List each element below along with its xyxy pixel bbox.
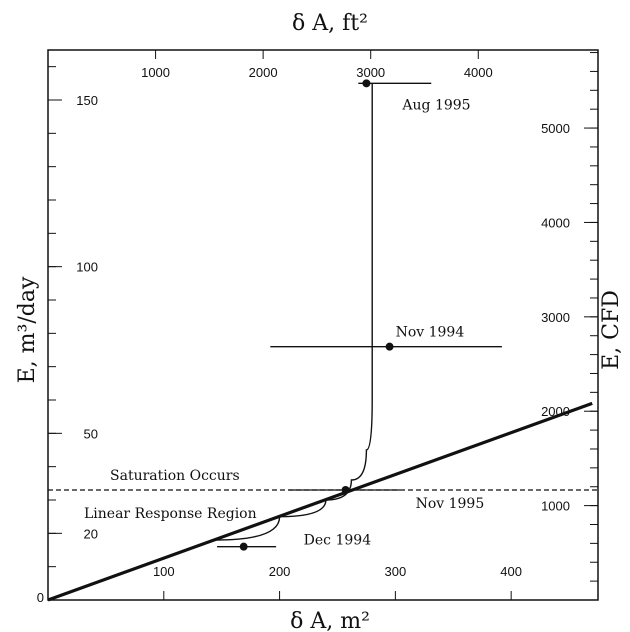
right-tick-label: 3000 — [541, 310, 570, 325]
bottom-tick-label: 200 — [269, 564, 291, 579]
point-label: Aug 1995 — [401, 97, 470, 113]
bottom-tick-label: 100 — [153, 564, 175, 579]
ticks-layer: 100 200 300 400 1000 2000 3000 4000 0 20 50 100 150 1… — [37, 50, 598, 605]
left-axis-title: E, m³/day — [15, 276, 40, 383]
data-point — [362, 79, 371, 88]
point-label: Nov 1995 — [416, 496, 485, 512]
left-tick-label: 0 — [37, 590, 44, 605]
linear-response-annotation: Linear Response Region — [84, 506, 257, 522]
left-tick-label: 50 — [84, 426, 98, 441]
lines-layer — [47, 83, 598, 602]
linear-response-line — [47, 401, 593, 602]
data-point — [341, 486, 350, 494]
top-axis-title: δ A, ft² — [292, 11, 368, 36]
bottom-tick-label: 400 — [500, 564, 522, 579]
left-tick-label: 20 — [84, 526, 98, 541]
top-tick-label: 1000 — [141, 65, 170, 80]
right-tick-label: 5000 — [541, 121, 570, 136]
bottom-tick-label: 300 — [385, 564, 407, 579]
right-tick-label: 4000 — [541, 215, 570, 230]
points-layer: Aug 1995 Nov 1994 Nov 1995 Dec 1994 — [217, 79, 502, 551]
left-tick-label: 100 — [76, 260, 98, 275]
plot-frame — [47, 49, 599, 601]
point-label: Nov 1994 — [396, 325, 465, 341]
left-tick-label: 150 — [76, 93, 98, 108]
right-axis-title: E, CFD — [599, 290, 624, 370]
saturation-curve — [215, 83, 373, 541]
top-tick-label: 4000 — [464, 65, 493, 80]
point-label: Dec 1994 — [304, 533, 372, 549]
data-point — [239, 542, 248, 551]
data-point — [385, 342, 394, 351]
right-tick-label: 1000 — [541, 499, 570, 514]
bottom-axis-title: δ A, m² — [290, 609, 370, 632]
top-tick-label: 3000 — [356, 65, 385, 80]
saturation-annotation: Saturation Occurs — [110, 468, 240, 484]
top-tick-label: 2000 — [249, 65, 278, 80]
